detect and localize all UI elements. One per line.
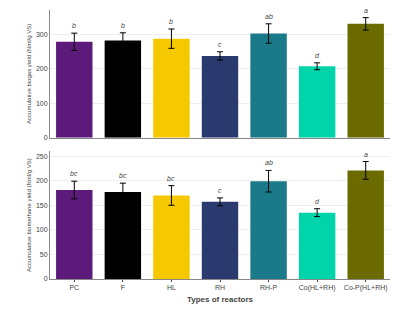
svg-text:ab: ab xyxy=(265,159,273,166)
svg-text:Types of reactors: Types of reactors xyxy=(187,295,254,304)
svg-text:Accumulative biomethane yield: Accumulative biomethane yield (Nml/g VS) xyxy=(26,158,32,272)
svg-text:RH-P: RH-P xyxy=(260,284,277,291)
svg-text:300: 300 xyxy=(36,31,48,38)
svg-text:Co-P(HL+RH): Co-P(HL+RH) xyxy=(344,284,388,292)
svg-text:F: F xyxy=(121,284,125,291)
svg-text:100: 100 xyxy=(36,226,48,233)
svg-text:0: 0 xyxy=(44,275,48,282)
svg-text:bc: bc xyxy=(167,175,175,182)
svg-text:RH: RH xyxy=(215,284,225,291)
svg-text:Accumulative biogas yield (Nml: Accumulative biogas yield (Nml/g VS) xyxy=(26,24,32,124)
svg-text:c: c xyxy=(218,41,222,48)
svg-text:ab: ab xyxy=(265,13,273,20)
svg-text:100: 100 xyxy=(36,100,48,107)
svg-text:b: b xyxy=(169,18,173,25)
svg-text:c: c xyxy=(218,187,222,194)
svg-text:a: a xyxy=(364,7,368,14)
svg-text:b: b xyxy=(72,22,76,29)
svg-text:HL: HL xyxy=(167,284,176,291)
svg-text:50: 50 xyxy=(40,251,48,258)
svg-text:0: 0 xyxy=(44,134,48,141)
svg-text:bc: bc xyxy=(119,172,127,179)
svg-text:200: 200 xyxy=(36,177,48,184)
svg-text:200: 200 xyxy=(36,65,48,72)
svg-text:Co(HL+RH): Co(HL+RH) xyxy=(299,284,336,292)
svg-text:d: d xyxy=(315,52,320,59)
svg-text:a: a xyxy=(364,151,368,158)
svg-text:150: 150 xyxy=(36,202,48,209)
svg-text:d: d xyxy=(315,198,320,205)
svg-text:b: b xyxy=(121,22,125,29)
svg-text:bc: bc xyxy=(70,170,78,177)
svg-text:250: 250 xyxy=(36,153,48,160)
svg-text:PC: PC xyxy=(69,284,79,291)
